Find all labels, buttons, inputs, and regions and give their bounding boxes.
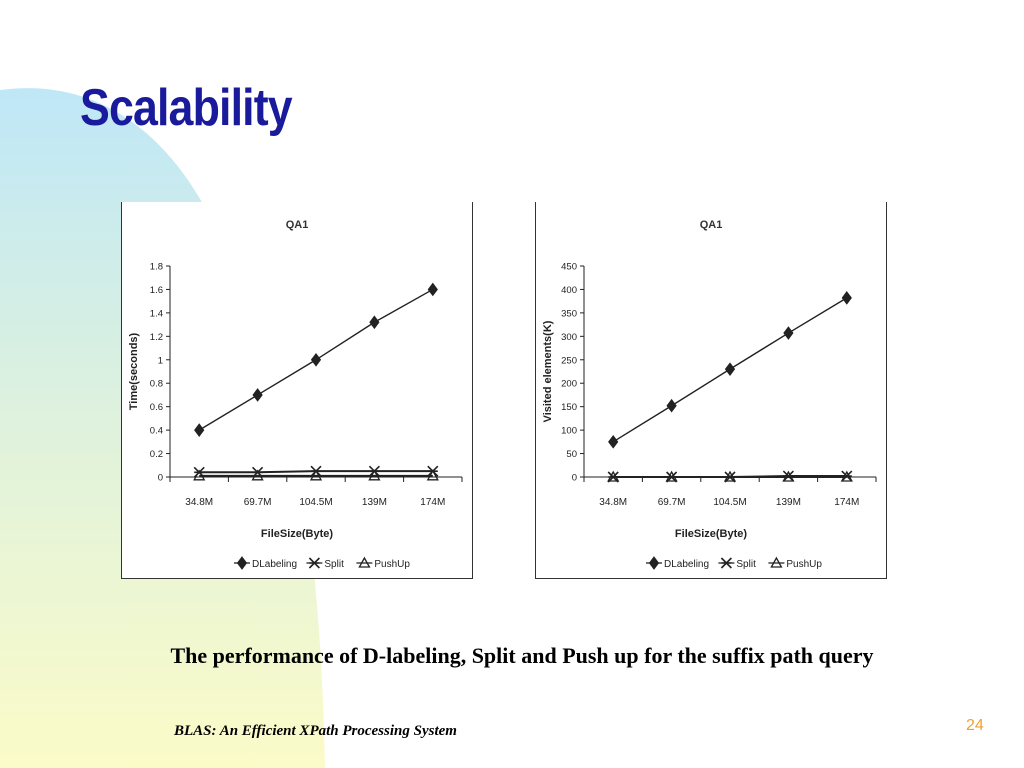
x-tick-label: 174M [834,497,859,508]
y-tick-label: 150 [561,402,577,413]
y-tick-label: 400 [561,285,577,296]
x-tick-label: 69.7M [244,497,272,508]
chart-visited-svg: QA1 0 50 100 150 200 250 300 350 400 450 34.8M 69.7M… [542,219,877,570]
marker-diamond-1 [666,398,677,413]
marker-x-legend-1 [308,557,320,569]
figure-caption: The performance of D-labeling, Split and… [170,643,874,668]
marker-diamond-0 [194,423,205,437]
slide-title: Scalability [80,79,293,137]
y-tick-label: 1 [158,355,163,366]
marker-triangle-legend-2 [770,556,783,568]
marker-diamond-legend-0 [236,556,248,570]
y-tick-label: 1.2 [150,332,163,343]
y-tick-label: 1.8 [150,262,163,273]
y-tick-label: 350 [561,308,577,319]
y-tick-label: 250 [561,355,577,366]
chart-left: QA1 0 0.2 0.4 0.6 0.8 1 1.2 1.4 1.6 1.8 34.8M 69.7M 1… [121,202,473,579]
marker-triangle-0 [193,469,206,481]
marker-triangle-4 [840,470,853,482]
marker-triangle-legend-2 [358,556,371,568]
marker-triangle-3 [368,469,381,481]
series-dlabeling [194,282,438,437]
x-tick-label: 69.7M [658,497,686,508]
marker-diamond-3 [369,315,380,330]
footer-text: BLAS: An Efficient XPath Processing Syst… [174,723,457,739]
chart-legend: DLabeling Split PushUp [234,556,410,570]
legend-label-dlabeling: DLabeling [252,559,297,570]
y-tick-label: 50 [566,449,577,460]
marker-diamond-4 [427,282,438,297]
y-axis-label: Time(seconds) [128,332,140,410]
x-tick-label: 34.8M [185,497,213,508]
y-tick-label: 100 [561,426,577,437]
marker-diamond-1 [252,388,263,402]
marker-diamond-2 [310,352,322,367]
y-tick-label: 0.4 [150,426,163,437]
legend-label-dlabeling: DLabeling [664,559,709,570]
marker-x-legend-1 [720,557,732,569]
y-tick-label: 1.6 [150,285,163,296]
x-tick-label: 34.8M [599,497,627,508]
marker-triangle-4 [426,469,439,481]
x-tick-label: 174M [420,497,445,508]
x-tick-label: 104.5M [713,497,746,508]
x-axis-label: FileSize(Byte) [675,528,747,540]
series-pushup [193,469,439,481]
marker-triangle-3 [782,470,795,482]
y-axis-label: Visited elements(K) [542,320,554,422]
chart-title: QA1 [700,219,723,231]
y-tick-label: 0 [572,473,577,484]
series-pushup [607,470,853,482]
y-tick-label: 1.4 [150,308,163,319]
marker-triangle-2 [309,469,323,481]
marker-triangle-1 [665,470,678,482]
marker-diamond-0 [608,434,619,449]
marker-triangle-1 [251,469,264,481]
y-tick-label: 0.2 [150,449,163,460]
chart-legend: DLabeling Split PushUp [646,556,822,570]
marker-diamond-legend-0 [648,556,660,570]
legend-label-split: Split [736,559,756,570]
chart-right: QA1 0 50 100 150 200 250 300 350 400 450 34.8M 69.7M… [535,202,887,579]
x-tick-label: 139M [776,497,801,508]
chart-time-svg: QA1 0 0.2 0.4 0.6 0.8 1 1.2 1.4 1.6 1.8 34.8M 69.7M 1… [128,219,463,570]
y-tick-label: 450 [561,262,577,273]
x-tick-label: 104.5M [299,497,332,508]
marker-diamond-2 [724,362,736,376]
y-tick-label: 300 [561,332,577,343]
y-tick-label: 0.6 [150,402,163,413]
marker-diamond-4 [841,291,852,305]
marker-triangle-0 [607,470,620,482]
legend-label-split: Split [324,559,344,570]
y-tick-label: 200 [561,379,577,390]
legend-label-pushup: PushUp [786,559,822,570]
marker-triangle-2 [723,470,737,482]
x-axis-label: FileSize(Byte) [261,528,333,540]
y-tick-label: 0.8 [150,379,163,390]
legend-label-pushup: PushUp [374,559,410,570]
marker-diamond-3 [783,326,794,340]
chart-title: QA1 [286,219,309,231]
series-dlabeling [608,291,852,449]
y-tick-label: 0 [158,473,163,484]
page-number: 24 [966,717,984,734]
x-tick-label: 139M [362,497,387,508]
